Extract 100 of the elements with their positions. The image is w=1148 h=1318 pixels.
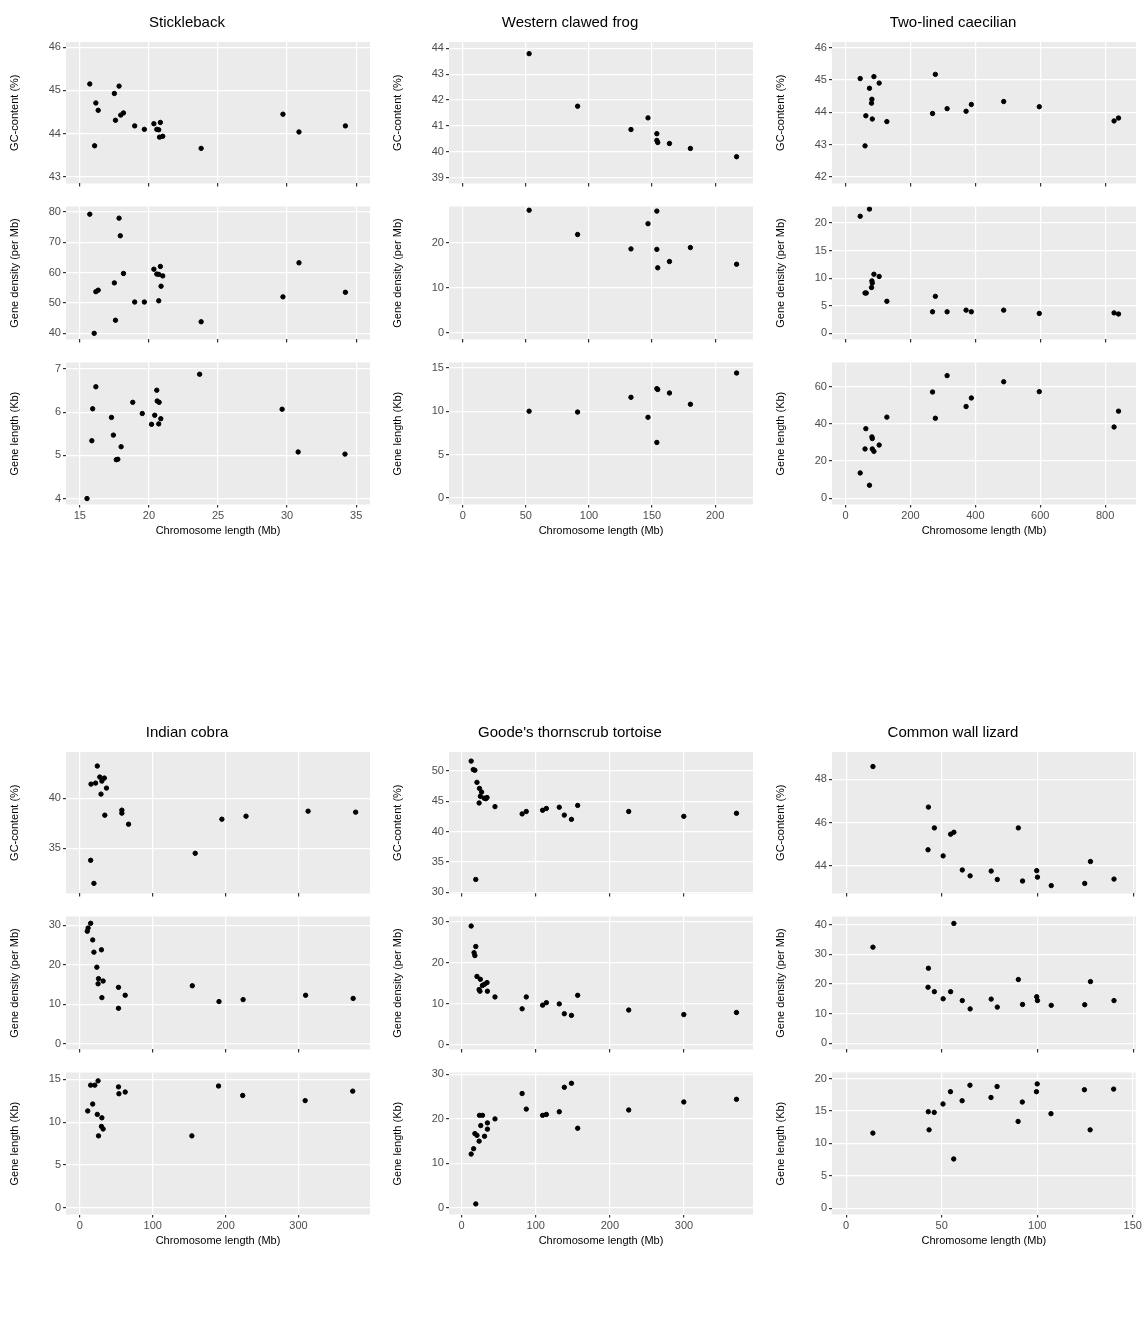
chart-title: Goode's thornscrub tortoise xyxy=(478,723,662,741)
x-axis-title: Chromosome length (Mb) xyxy=(921,1234,1047,1247)
y-tick-label: 40 xyxy=(814,416,827,429)
y-tick-label: 45 xyxy=(814,72,827,85)
chart-title: Western clawed frog xyxy=(501,13,639,31)
x-axis-title: Chromosome length (Mb) xyxy=(538,1234,664,1247)
x-tick-label: 200 xyxy=(901,509,920,522)
y-tick-label: 6 xyxy=(54,405,61,418)
x-axis-title: Chromosome length (Mb) xyxy=(155,524,281,537)
x-tick-label: 400 xyxy=(966,509,985,522)
y-tick-label: 43 xyxy=(48,169,61,182)
y-tick-label: 5 xyxy=(437,447,444,460)
y-tick-label: 10 xyxy=(431,404,444,417)
y-tick-label: 20 xyxy=(814,977,827,989)
x-tick-label: 200 xyxy=(600,1219,620,1232)
y-tick-label: 10 xyxy=(48,997,61,1010)
y-axis-title: GC-content (%) xyxy=(390,784,403,861)
x-tick-label: 200 xyxy=(705,509,725,522)
y-tick-label: 5 xyxy=(820,1168,827,1181)
x-axis-title: Chromosome length (Mb) xyxy=(155,1234,281,1247)
y-tick-label: 60 xyxy=(814,379,827,392)
x-tick-label: 30 xyxy=(280,509,294,522)
y-tick-label: 15 xyxy=(814,1104,827,1117)
y-tick-label: 41 xyxy=(431,118,444,131)
y-axis-title: Gene length (Kb) xyxy=(773,1101,786,1186)
y-axis-title: Gene density (per Mb) xyxy=(7,928,20,1038)
y-axis-title: GC-content (%) xyxy=(7,74,20,151)
x-tick-label: 100 xyxy=(1028,1219,1047,1232)
y-tick-label: 45 xyxy=(48,83,61,96)
y-tick-label: 44 xyxy=(431,41,444,54)
x-tick-label: 100 xyxy=(526,1219,545,1232)
y-tick-label: 45 xyxy=(431,794,444,807)
chart-title: Stickleback xyxy=(149,13,226,31)
y-tick-label: 5 xyxy=(54,448,61,461)
y-tick-label: 30 xyxy=(431,1067,444,1080)
y-tick-label: 43 xyxy=(431,67,444,80)
y-axis-title: GC-content (%) xyxy=(390,74,403,151)
y-tick-label: 20 xyxy=(814,215,827,228)
y-axis-title: Gene density (per Mb) xyxy=(7,218,20,328)
y-axis-title: Gene density (per Mb) xyxy=(773,218,786,328)
y-tick-label: 30 xyxy=(431,914,444,927)
y-tick-label: 30 xyxy=(431,885,444,898)
y-tick-label: 40 xyxy=(431,144,444,157)
x-tick-label: 50 xyxy=(935,1219,948,1232)
y-tick-label: 40 xyxy=(48,326,61,339)
y-axis-title: Gene density (per Mb) xyxy=(390,218,403,328)
y-tick-label: 10 xyxy=(431,281,444,294)
y-axis-title: Gene length (Kb) xyxy=(390,391,403,476)
x-tick-label: 0 xyxy=(458,1219,465,1232)
y-tick-label: 20 xyxy=(48,957,61,970)
y-tick-label: 10 xyxy=(814,1006,827,1019)
x-tick-label: 800 xyxy=(1096,509,1115,522)
y-tick-label: 0 xyxy=(820,1036,827,1049)
y-tick-label: 0 xyxy=(437,491,444,504)
y-tick-label: 35 xyxy=(48,841,61,854)
y-axis-title: Gene length (Kb) xyxy=(390,1101,403,1186)
y-tick-label: 20 xyxy=(431,236,444,249)
y-tick-label: 39 xyxy=(431,170,444,183)
y-axis-title: Gene length (Kb) xyxy=(7,391,20,476)
y-tick-label: 46 xyxy=(814,40,827,53)
y-tick-label: 43 xyxy=(814,137,827,150)
y-tick-label: 7 xyxy=(54,362,61,375)
y-tick-label: 20 xyxy=(431,1111,444,1124)
x-tick-label: 100 xyxy=(143,1219,162,1232)
y-tick-label: 50 xyxy=(431,763,444,776)
y-tick-label: 10 xyxy=(814,271,827,284)
y-tick-label: 10 xyxy=(431,1156,444,1169)
x-axis-title: Chromosome length (Mb) xyxy=(538,524,664,537)
y-tick-label: 0 xyxy=(820,1201,827,1214)
y-tick-label: 0 xyxy=(54,1201,61,1214)
y-axis-title: Gene length (Kb) xyxy=(773,391,786,476)
x-tick-label: 35 xyxy=(350,509,363,522)
y-tick-label: 44 xyxy=(814,105,827,118)
y-axis-title: GC-content (%) xyxy=(773,784,786,861)
x-tick-label: 0 xyxy=(76,1219,83,1232)
y-tick-label: 50 xyxy=(48,295,61,308)
y-tick-label: 20 xyxy=(814,454,827,467)
x-tick-label: 200 xyxy=(216,1219,235,1232)
y-tick-label: 44 xyxy=(814,859,827,872)
x-tick-label: 20 xyxy=(142,509,156,522)
x-tick-label: 100 xyxy=(579,509,599,522)
y-tick-label: 10 xyxy=(48,1115,61,1128)
x-tick-label: 15 xyxy=(73,509,86,522)
y-tick-label: 80 xyxy=(48,204,61,217)
y-tick-label: 10 xyxy=(814,1136,827,1149)
y-axis-title: GC-content (%) xyxy=(7,784,20,861)
y-tick-label: 20 xyxy=(814,1071,827,1084)
y-tick-label: 60 xyxy=(48,265,61,278)
y-tick-label: 40 xyxy=(48,791,61,804)
y-tick-label: 46 xyxy=(814,815,827,828)
y-tick-label: 40 xyxy=(814,917,827,930)
y-tick-label: 20 xyxy=(431,955,444,968)
y-tick-label: 44 xyxy=(48,126,61,139)
y-tick-label: 46 xyxy=(48,40,61,53)
y-tick-label: 0 xyxy=(437,1200,444,1213)
y-axis-title: GC-content (%) xyxy=(773,74,786,151)
y-tick-label: 30 xyxy=(48,918,61,931)
y-tick-label: 40 xyxy=(431,824,444,837)
y-axis-title: Gene length (Kb) xyxy=(7,1101,20,1186)
x-tick-label: 150 xyxy=(642,509,662,522)
